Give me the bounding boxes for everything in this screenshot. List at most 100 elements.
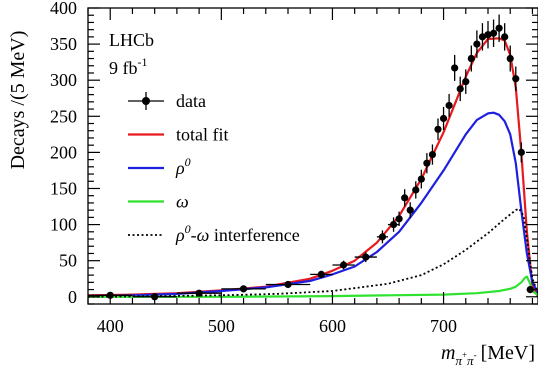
x-axis-label-sub-sup2: - [474,350,477,360]
legend-item-data: data [128,91,206,111]
data-point-12 [406,202,414,219]
y-tick-label: 50 [59,251,77,271]
x-axis-label-unit: [MeV] [481,342,535,364]
data-point-marker [239,285,248,293]
x-axis-label-base: m [441,342,455,364]
x-tick-label: 600 [319,316,346,336]
data-point-27 [489,19,498,47]
data-point-marker [395,215,403,223]
data-point-marker [439,114,448,123]
data-point-24 [473,30,481,58]
data-point-marker [339,261,348,269]
legend-label-rest: interference [209,225,299,245]
data-point-8 [376,230,388,244]
data-point-marker [428,150,437,159]
x-axis-label-sub: π [455,353,462,368]
data-point-marker [417,175,425,183]
data-point-32 [517,142,525,163]
y-axis-label: Decays /(5 MeV) [7,31,29,170]
axis-ticks: 400 500 600 700 0 50 100 150 200 250 300 350 400 [50,0,538,336]
data-point-26 [484,20,492,49]
y-tick-label: 400 [50,0,77,18]
legend-key-marker [142,97,150,105]
x-axis-label-sub-sup1: + [462,350,467,360]
legend-item-omega: ω [128,192,189,212]
series-layer [87,37,538,298]
data-point-marker [467,54,475,63]
data-points-layer [88,14,534,301]
data-point-marker [378,233,387,241]
data-point-marker [423,159,431,167]
data-point-25 [478,23,487,51]
data-point-5 [310,270,333,279]
data-point-marker [478,33,487,41]
series-line-interf [87,207,538,298]
data-point-marker [451,64,459,72]
data-point-20 [451,54,459,81]
data-point-marker [195,289,203,297]
data-point-13 [412,181,420,199]
data-point-marker [317,270,325,278]
data-point-9 [388,217,400,232]
data-point-22 [462,69,470,94]
data-point-1 [132,293,177,301]
legend-label: ρ0-ω interference [175,222,300,245]
data-point-10 [395,211,403,227]
luminosity-value: 9 fb [109,58,138,78]
data-point-18 [439,106,448,131]
data-point-marker [284,280,292,289]
y-tick-label: 150 [50,178,77,198]
data-point-marker [401,194,409,202]
data-point-2 [176,289,222,297]
legend-label-omega: ω [197,225,210,245]
y-tick-label: 200 [50,142,77,162]
data-point-23 [467,45,475,72]
data-point-marker [434,125,442,133]
data-point-28 [495,14,503,42]
legend-label-text: total fit [176,125,229,145]
experiment-label: LHCb [109,30,154,50]
y-tick-label: 250 [50,106,77,126]
legend-item-interf: ρ0-ω interference [128,222,300,245]
y-tick-label: 350 [50,34,77,54]
data-point-marker [517,148,525,156]
luminosity-label: 9 fb-1 [109,55,148,78]
legend-label: data [176,91,206,111]
data-point-marker [484,31,492,39]
y-tick-label: 100 [50,215,77,235]
legend-label: ω [176,192,189,212]
data-point-31 [512,66,520,92]
data-point-19 [445,93,453,118]
data-point-marker [473,40,481,48]
data-point-marker [445,101,453,110]
data-point-marker [501,33,509,41]
data-point-15 [423,153,431,174]
data-point-marker [462,78,470,86]
legend-label: total fit [176,125,229,145]
data-point-3 [221,285,266,293]
data-point-4 [265,280,311,289]
legend-label: ρ0 [175,155,191,178]
data-point-marker [389,220,398,229]
data-point-6 [332,260,355,270]
legend-label-text: ρ [175,225,185,245]
data-point-14 [417,169,425,189]
data-point-16 [428,144,437,165]
data-point-17 [434,118,442,141]
data-point-marker [406,206,414,214]
series-line-rho [87,111,538,298]
data-point-30 [506,45,514,72]
data-point-33 [526,285,534,294]
data-point-marker [151,293,159,301]
series-line-omega [88,275,538,298]
legend-label-text: ω [176,192,189,212]
legend-label-sup: 0 [185,222,191,236]
data-point-marker [412,186,420,194]
data-point-marker [362,253,370,261]
data-point-29 [501,23,509,51]
x-axis-label-sub-tail: π [467,353,474,368]
data-point-marker [456,85,464,93]
legend-label-sup: 0 [185,155,191,169]
legend-item-rho: ρ0 [128,155,191,178]
